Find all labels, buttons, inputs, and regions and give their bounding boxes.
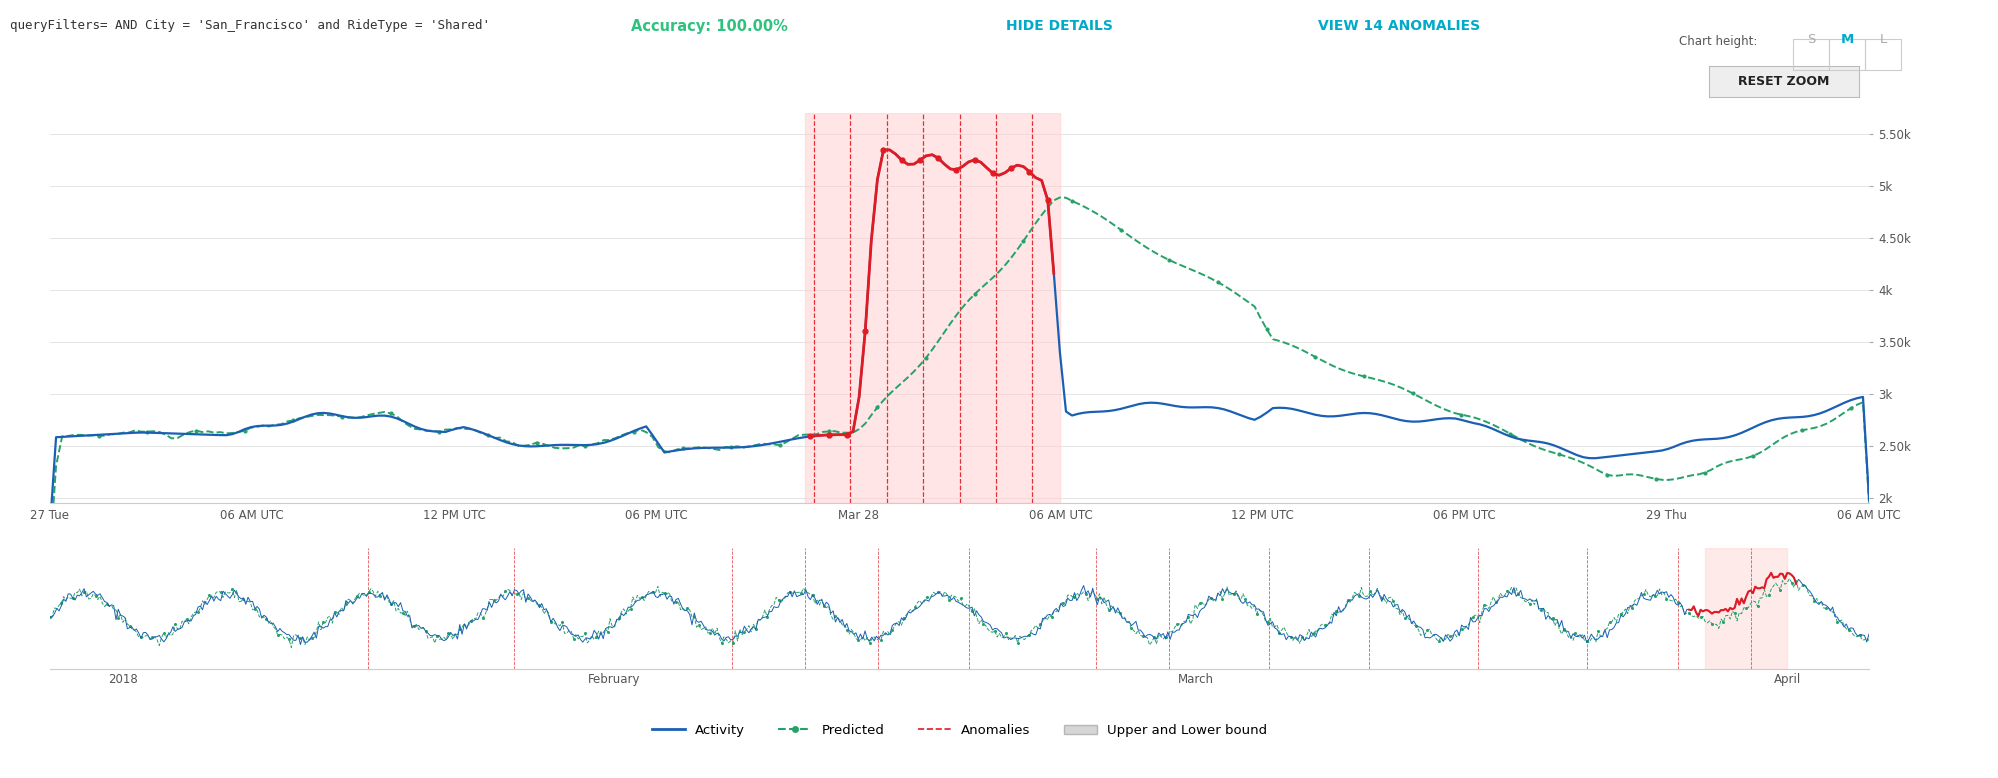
Predicted [44, 461, 68, 471]
Predicted [1856, 498, 1880, 507]
Activity [1576, 454, 1600, 463]
Activity [1856, 495, 1880, 504]
Legend: Activity, Predicted, Anomalies, Upper and Lower bound: Activity, Predicted, Anomalies, Upper an… [645, 719, 1273, 742]
Predicted [1127, 238, 1151, 247]
Activity [1121, 401, 1145, 410]
Activity [44, 433, 68, 442]
Bar [805, 113, 1059, 503]
Text: S: S [1806, 33, 1814, 46]
Predicted [1121, 233, 1145, 243]
Activity [1157, 400, 1181, 409]
Line: Activity: Activity [50, 150, 1868, 527]
Line: Predicted: Predicted [48, 196, 1870, 556]
Predicted [1157, 255, 1181, 265]
Activity [38, 522, 62, 531]
Predicted [1047, 193, 1071, 202]
Text: Chart height:: Chart height: [1678, 35, 1756, 48]
Predicted [1692, 468, 1716, 477]
Text: M: M [1840, 33, 1852, 46]
Activity [1692, 435, 1716, 444]
Text: queryFilters= AND City = 'San_Francisco' and RideType = 'Shared': queryFilters= AND City = 'San_Francisco'… [10, 19, 490, 33]
Predicted [1576, 461, 1600, 471]
Bar [1704, 548, 1786, 668]
Predicted [38, 550, 62, 559]
Text: Accuracy: 100.00%: Accuracy: 100.00% [631, 19, 787, 34]
Activity [877, 145, 901, 155]
Text: L: L [1878, 33, 1886, 46]
Activity [1127, 399, 1151, 408]
Text: HIDE DETAILS: HIDE DETAILS [1005, 19, 1113, 33]
Text: RESET ZOOM: RESET ZOOM [1738, 75, 1828, 88]
Text: VIEW 14 ANOMALIES: VIEW 14 ANOMALIES [1317, 19, 1481, 33]
